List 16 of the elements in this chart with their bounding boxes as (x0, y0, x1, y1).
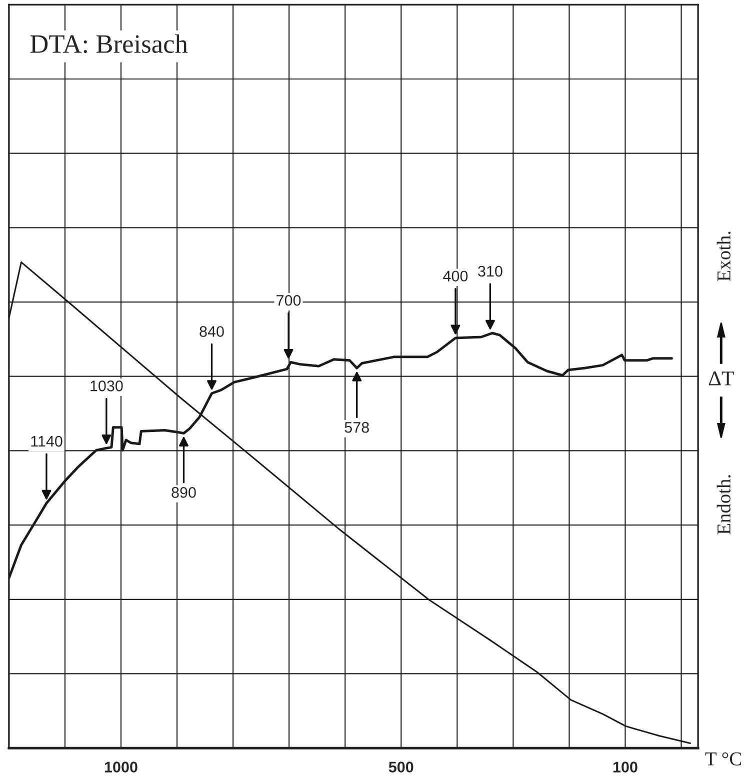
annotation: 578 (344, 422, 369, 433)
annotation: 400 (443, 270, 468, 282)
annotation: 890 (172, 487, 196, 498)
text: Exoth. (716, 232, 731, 282)
text: ΔT (708, 371, 734, 386)
annotation: 310 (478, 266, 502, 277)
text: Endoth. (716, 475, 731, 534)
annotation: 1140 (31, 436, 62, 447)
annotation: 1030 (90, 380, 123, 392)
x-tick-label: 500 (388, 762, 414, 772)
annotation: 840 (200, 326, 224, 337)
x-tick-label: 100 (613, 762, 638, 772)
x-axis-title: T °C (705, 752, 742, 766)
x-tick-label: 1000 (104, 762, 138, 772)
annotation: 700 (276, 294, 301, 306)
chart-title: DTA: Breisach (30, 34, 188, 54)
